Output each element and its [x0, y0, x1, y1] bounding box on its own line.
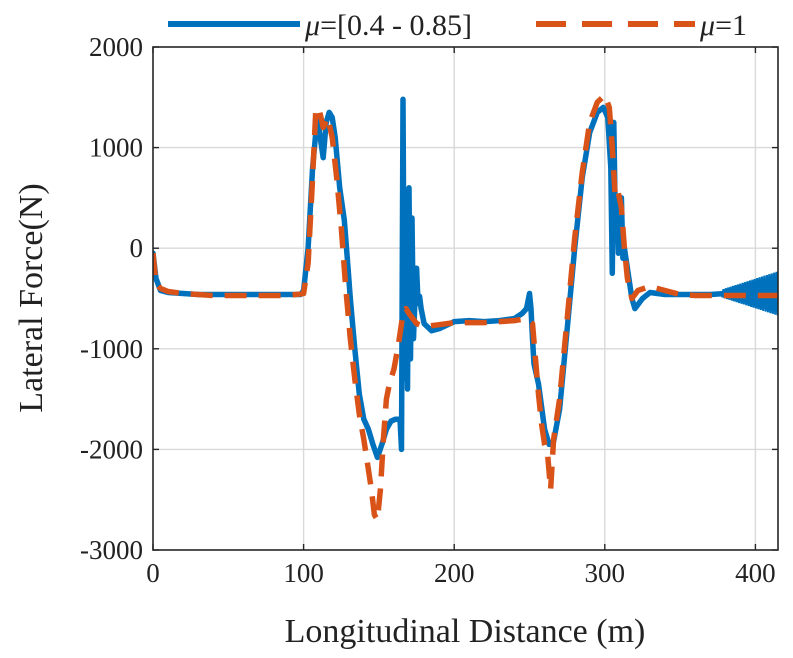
x-tick-label-0: 0 [146, 558, 160, 588]
x-tick-label-2: 200 [434, 558, 475, 588]
grid-lines [153, 47, 778, 550]
legend-label-mu-one: μ=1 [699, 9, 747, 42]
y-tick-label-0: -3000 [80, 535, 143, 565]
y-tick-label-1: -2000 [80, 434, 143, 464]
y-tick-label-3: 0 [130, 233, 144, 263]
x-tick-label-4: 400 [735, 558, 776, 588]
y-axis-label: Lateral Force(N) [13, 183, 50, 412]
tick-labels: 0 100 200 300 400 -3000 -2000 -1000 0 1000 2000 [80, 32, 776, 588]
series-layer [153, 92, 778, 523]
y-tick-label-2: -1000 [80, 334, 143, 364]
y-tick-label-5: 2000 [89, 32, 143, 62]
plot-frame [152, 46, 779, 551]
axes-frame [152, 46, 779, 551]
y-tick-label-4: 1000 [89, 133, 143, 163]
legend-label-mu-range: μ=[0.4 - 0.85] [304, 9, 472, 42]
legend: μ=[0.4 - 0.85] μ=1 [168, 9, 747, 42]
x-axis-label: Longitudinal Distance (m) [285, 613, 646, 650]
series-line-mu-one [153, 92, 778, 523]
x-tick-label-1: 100 [283, 558, 324, 588]
x-tick-label-3: 300 [585, 558, 626, 588]
